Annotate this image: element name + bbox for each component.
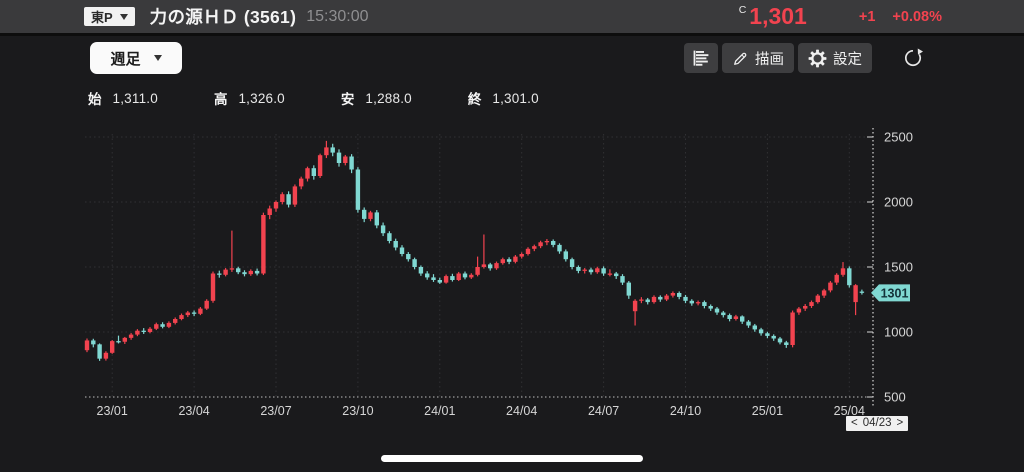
timeframe-dropdown[interactable]: 週足 <box>90 42 182 74</box>
close-flag: C <box>738 3 747 16</box>
price-change-percent: +0.08% <box>892 8 942 25</box>
svg-text:25/04: 25/04 <box>834 404 865 418</box>
svg-text:24/01: 24/01 <box>424 404 455 418</box>
svg-text:1301: 1301 <box>881 286 909 300</box>
timeframe-label: 週足 <box>110 50 141 68</box>
date-navigator: < 04/23 > <box>846 416 909 431</box>
svg-text:25/01: 25/01 <box>752 404 783 418</box>
close-value: 1,301.0 <box>492 90 539 106</box>
market-badge-label: 東P <box>91 10 113 25</box>
chevron-down-icon <box>119 13 128 20</box>
header: 東P 力の源ＨＤ (3561) 15:30:00 C 1,301 +1 +0.0… <box>0 0 1024 36</box>
current-price-tag: 1301 <box>871 284 910 302</box>
settings-button[interactable]: 設定 <box>798 43 872 73</box>
high-label: 高 <box>213 92 228 107</box>
open-value: 1,311.0 <box>112 90 158 106</box>
high-value: 1,326.0 <box>238 90 285 106</box>
date-nav-label: 04/23 <box>862 417 892 429</box>
svg-text:23/10: 23/10 <box>342 404 373 418</box>
svg-text:1000: 1000 <box>884 325 913 340</box>
toolbar: 週足 描画 <box>0 42 1024 74</box>
pencil-icon <box>734 52 747 65</box>
draw-button-label: 描画 <box>755 51 784 68</box>
svg-text:500: 500 <box>884 390 906 405</box>
svg-text:1500: 1500 <box>884 260 913 275</box>
refresh-icon <box>904 48 923 67</box>
bar-list-icon <box>693 50 709 66</box>
low-value: 1,288.0 <box>365 90 412 106</box>
svg-text:23/04: 23/04 <box>178 404 209 418</box>
candlestick-chart[interactable]: 500 1000 1500 2000 2500 23/01 23/04 23/07 23/10 2… <box>0 120 1024 430</box>
gear-icon <box>808 49 827 67</box>
quote-time: 15:30:00 <box>306 7 369 25</box>
indicator-list-button[interactable] <box>684 43 718 73</box>
low-label: 安 <box>340 92 355 107</box>
svg-text:23/07: 23/07 <box>260 404 291 418</box>
stock-title: 力の源ＨＤ (3561) <box>149 7 297 27</box>
svg-text:2000: 2000 <box>884 195 913 210</box>
date-nav-next-button[interactable]: > <box>896 417 904 429</box>
svg-text:2500: 2500 <box>884 130 913 145</box>
market-selector[interactable]: 東P <box>84 7 135 26</box>
settings-button-label: 設定 <box>833 51 862 68</box>
price-group: C 1,301 +1 +0.08% <box>738 3 942 29</box>
close-label: 終 <box>467 92 482 107</box>
draw-button[interactable]: 描画 <box>722 43 794 73</box>
refresh-button[interactable] <box>896 43 930 73</box>
svg-text:24/07: 24/07 <box>588 404 619 418</box>
open-label: 始 <box>88 92 102 107</box>
svg-text:24/04: 24/04 <box>506 404 537 418</box>
price-change: +1 <box>858 8 876 25</box>
home-indicator[interactable] <box>381 455 643 462</box>
current-price: 1,301 <box>749 3 807 29</box>
svg-text:23/01: 23/01 <box>97 404 128 418</box>
chevron-down-icon <box>153 55 162 61</box>
svg-text:24/10: 24/10 <box>670 404 701 418</box>
date-nav-prev-button[interactable]: < <box>851 417 858 429</box>
ohlc-summary: 始 1,311.0 高 1,326.0 安 1,288.0 終 1,301.0 <box>88 88 595 108</box>
